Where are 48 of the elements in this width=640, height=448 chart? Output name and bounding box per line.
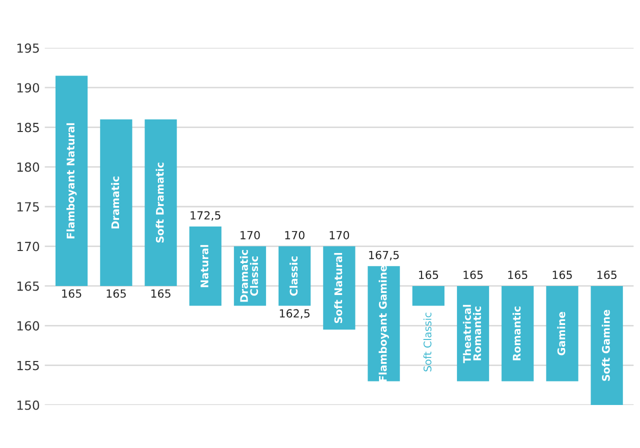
y-tick-label: 165 bbox=[17, 281, 39, 291]
x-tick-label: Theatrical Romantic bbox=[462, 304, 482, 364]
annotation: 165 bbox=[62, 289, 82, 298]
bar bbox=[412, 286, 444, 306]
bar bbox=[189, 226, 222, 306]
y-tick-label: 155 bbox=[17, 360, 39, 370]
annotation: 165 bbox=[419, 270, 438, 280]
y-tick-label: 170 bbox=[17, 242, 40, 252]
y-tick-label: 150 bbox=[17, 400, 40, 410]
bar bbox=[546, 286, 578, 382]
bar bbox=[144, 119, 177, 286]
x-tick-label: Flamboyant Gamine bbox=[378, 265, 389, 382]
bar bbox=[323, 246, 356, 330]
annotation: 170 bbox=[285, 230, 304, 240]
annotation: 165 bbox=[106, 289, 126, 298]
annotation: 165 bbox=[552, 270, 572, 280]
x-tick-label: Classic bbox=[290, 256, 298, 296]
x-tick-label: Romantic bbox=[512, 306, 521, 360]
x-tick-label: Natural bbox=[200, 245, 208, 288]
annotation: 170 bbox=[330, 230, 350, 240]
x-tick-label: Soft Dramatic bbox=[156, 162, 164, 243]
bar bbox=[368, 266, 400, 382]
x-tick-label: Soft Gamine bbox=[602, 310, 610, 381]
y-tick-label: 190 bbox=[17, 83, 40, 93]
annotation: 165 bbox=[508, 270, 528, 280]
x-tick-label: Gamine bbox=[557, 312, 566, 356]
annotation: 172,5 bbox=[190, 211, 220, 221]
x-tick-label: Dramatic bbox=[111, 176, 120, 228]
x-tick-label: Dramatic Classic bbox=[240, 250, 258, 302]
y-tick-label: 195 bbox=[17, 43, 39, 53]
bar bbox=[502, 286, 534, 382]
x-tick-label: Soft Natural bbox=[334, 252, 342, 324]
annotation: 165 bbox=[597, 270, 616, 280]
y-tick-label: 175 bbox=[17, 202, 39, 212]
x-tick-label: Soft Classic bbox=[423, 312, 432, 372]
annotation: 162,5 bbox=[280, 309, 310, 319]
bar bbox=[56, 76, 88, 286]
y-tick-label: 180 bbox=[17, 162, 40, 172]
bar bbox=[100, 119, 132, 286]
bar bbox=[278, 246, 311, 306]
annotation: 167,5 bbox=[369, 250, 399, 260]
y-tick-label: 185 bbox=[17, 122, 39, 132]
x-tick-label: Flamboyant Natural bbox=[66, 123, 77, 238]
annotation: 165 bbox=[464, 270, 483, 280]
annotation: 170 bbox=[240, 230, 260, 240]
bar bbox=[590, 286, 623, 405]
y-tick-label: 160 bbox=[17, 321, 40, 331]
annotation: 165 bbox=[151, 289, 170, 298]
